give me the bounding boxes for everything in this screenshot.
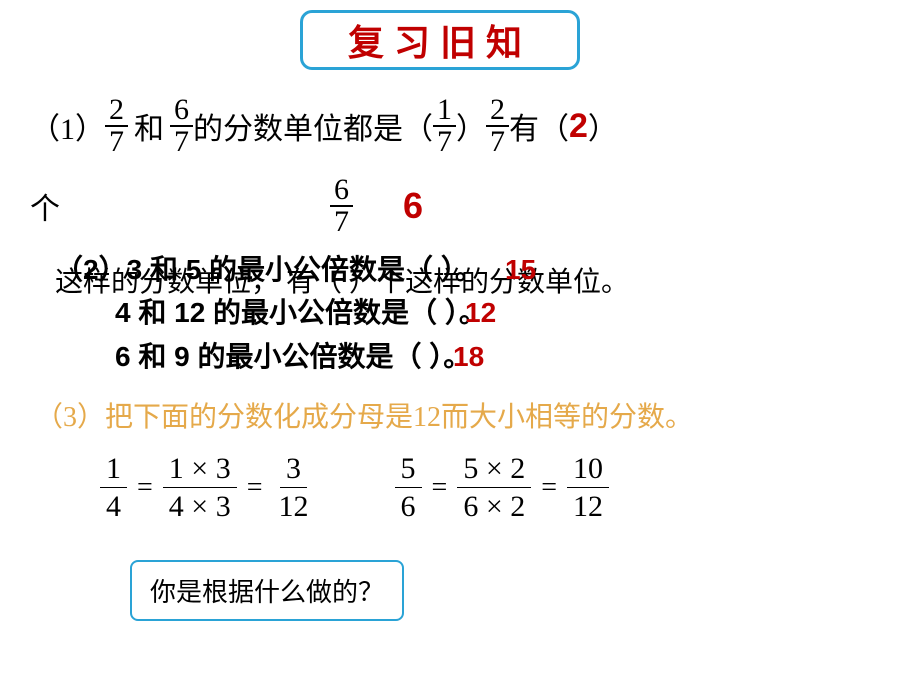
q1-text-and: 和 bbox=[134, 104, 164, 148]
frac-2-7: 2 7 bbox=[105, 95, 128, 157]
frac-answer-1-7: 1 7 bbox=[433, 95, 456, 157]
question-3-title: （3）把下面的分数化成分母是12而大小相等的分数。 bbox=[35, 395, 693, 435]
q2-answer-18: 18 bbox=[453, 335, 484, 378]
review-title: 复习旧知 bbox=[300, 10, 580, 70]
frac-2-7-b: 2 7 bbox=[486, 95, 509, 157]
q1-label: （1） bbox=[30, 104, 105, 148]
frac-6-7-b: 6 7 bbox=[330, 175, 353, 237]
q2-answer-15: 15 bbox=[505, 248, 536, 291]
question-1: （1） 2 7 和 6 7 的分数单位都是（ 1 7 ） 2 7 有（ 2 ） bbox=[30, 95, 900, 157]
q1-answer-6: 6 bbox=[403, 185, 423, 227]
question-1-row2: 个 6 7 6 bbox=[30, 175, 423, 237]
q1-text-4: ） bbox=[588, 104, 618, 148]
frac-6-7: 6 7 bbox=[170, 95, 193, 157]
q2-row-2: 4 和 12 的最小公倍数是（ ）。 12 bbox=[55, 291, 487, 334]
q1-row2-prefix: 个 bbox=[30, 184, 60, 228]
q1-text-3: 有（ bbox=[509, 104, 569, 148]
q1-text-1: 的分数单位都是（ bbox=[193, 104, 433, 148]
q1-text-2: ） bbox=[456, 104, 486, 148]
q2-row-1: （2）3 和 5 的最小公倍数是（ ）。 15 bbox=[55, 248, 487, 291]
eq-5-6: 56 = 5 × 26 × 2 = 1012 bbox=[395, 450, 610, 525]
q1-answer-2: 2 bbox=[569, 107, 588, 146]
question-2: （2）3 和 5 的最小公倍数是（ ）。 15 4 和 12 的最小公倍数是（ … bbox=[55, 248, 487, 378]
q2-answer-12: 12 bbox=[465, 291, 496, 334]
prompt-callout: 你是根据什么做的？ bbox=[130, 560, 404, 621]
q2-row-3: 6 和 9 的最小公倍数是（ ）。 18 bbox=[55, 335, 487, 378]
eq-1-4: 14 = 1 × 34 × 3 = 312 bbox=[100, 450, 315, 525]
question-3-equations: 14 = 1 × 34 × 3 = 312 56 = 5 × 26 × 2 = … bbox=[100, 450, 609, 525]
